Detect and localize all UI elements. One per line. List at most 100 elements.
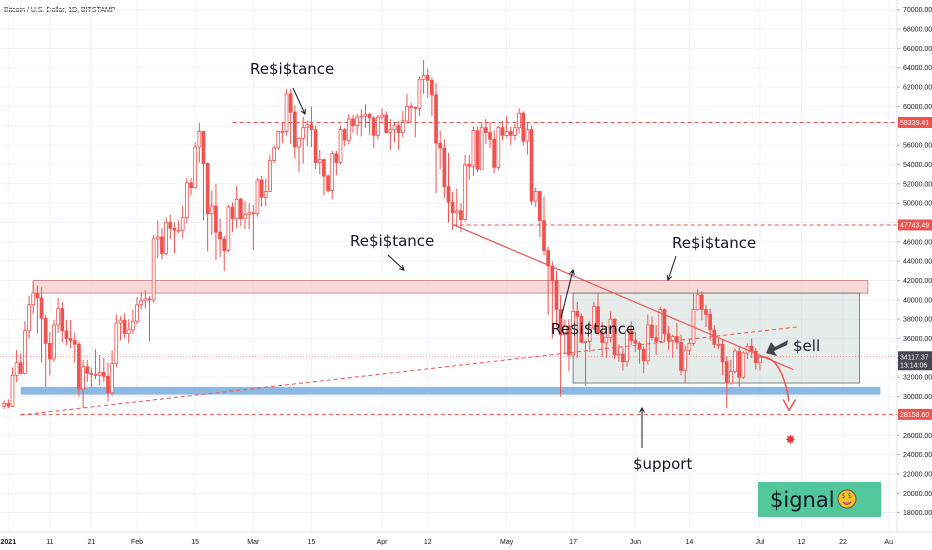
arrow-resistance-trendline — [560, 269, 574, 319]
candle-body — [542, 220, 546, 251]
ytick-label: 38000.00 — [903, 317, 932, 324]
candle-body — [139, 300, 144, 306]
candle-body — [654, 337, 658, 342]
candle-body — [151, 238, 156, 301]
candle-body — [575, 311, 580, 317]
candle-body — [475, 130, 480, 170]
candle-body — [749, 345, 754, 352]
candle-body — [708, 313, 712, 331]
candle-body — [97, 371, 102, 376]
resistance-zone — [32, 280, 869, 294]
current-price-countdown: 13:14:06 — [900, 362, 927, 369]
candle-body — [168, 222, 173, 229]
arrow-resistance-top — [292, 87, 306, 115]
lines-layer — [20, 121, 897, 416]
price-tag — [898, 116, 932, 128]
candle-body — [666, 333, 671, 341]
candle-body — [23, 330, 27, 374]
candle-body — [309, 124, 314, 131]
candle-body — [180, 217, 185, 231]
candle-body — [101, 371, 106, 377]
arrow-resistance-mid-head — [399, 265, 405, 271]
candle-body — [396, 125, 401, 133]
ytick-label: 70000.00 — [903, 7, 932, 14]
candle-body — [554, 280, 559, 310]
candle-body — [612, 318, 617, 356]
candle-body — [52, 324, 56, 360]
support-zone — [20, 386, 881, 395]
candle-body — [342, 129, 347, 141]
candle-body — [538, 191, 542, 221]
candle-body — [72, 340, 77, 345]
ytick-label: 56000.00 — [903, 143, 932, 150]
signal-badge — [758, 482, 881, 517]
candle-body — [155, 236, 160, 240]
arrow-support-head — [639, 406, 645, 413]
candle-body — [47, 342, 52, 360]
candle-body — [720, 343, 725, 363]
candle-body — [716, 343, 721, 346]
candle-body — [164, 222, 168, 254]
candle-body — [6, 402, 11, 407]
candle-body — [209, 205, 214, 215]
candle-body — [417, 78, 422, 109]
candle-body — [143, 298, 148, 302]
candle-body — [434, 94, 438, 144]
candle-body — [650, 324, 654, 338]
xtick-label: 14 — [685, 539, 693, 546]
candle-body — [18, 362, 23, 374]
candle-body — [587, 327, 592, 342]
x-axis[interactable] — [0, 531, 932, 550]
candle-body — [317, 159, 322, 163]
candle-body — [608, 318, 613, 338]
arrow-resistance-trendline-head — [569, 268, 575, 275]
candle-body — [471, 130, 476, 167]
ytick-label: 26000.00 — [903, 433, 932, 440]
price-tag-label: 28158.60 — [900, 412, 929, 419]
candle-body — [687, 342, 692, 351]
candle-body — [463, 164, 467, 220]
candle-body — [201, 131, 206, 164]
candle-body — [239, 198, 243, 220]
candle-body — [525, 129, 530, 142]
candle-body — [616, 353, 621, 356]
annotation-resistance-top: Re$i$tance — [250, 60, 334, 78]
projection-arrowhead — [782, 399, 797, 412]
candle-body — [2, 402, 7, 407]
candle-body — [504, 131, 509, 136]
x-axis-bg — [0, 532, 932, 550]
candle-body — [230, 206, 235, 220]
arrow-resistance-right-head — [666, 274, 673, 281]
xtick-label: Feb — [131, 539, 143, 546]
ytick-label: 20000.00 — [903, 491, 932, 498]
ytick-label: 66000.00 — [903, 46, 932, 53]
ytick-label: 42000.00 — [903, 278, 932, 285]
annotation-resistance-right: Re$i$tance — [672, 234, 756, 252]
candle-body — [288, 93, 293, 113]
candle-body — [334, 153, 339, 163]
candle-body — [413, 106, 418, 109]
candle-body — [645, 324, 650, 362]
candle-body — [322, 159, 326, 177]
candle-body — [89, 372, 94, 375]
candle-body — [388, 129, 393, 133]
candle-body — [567, 325, 571, 356]
candle-body — [160, 236, 164, 254]
candle-body — [106, 375, 110, 394]
candle-body — [126, 329, 131, 335]
candle-body — [301, 127, 306, 139]
candle-body — [699, 294, 704, 310]
candle-body — [313, 129, 318, 163]
candle-body — [172, 227, 177, 231]
ytick-label: 32000.00 — [903, 375, 932, 382]
candle-body — [14, 362, 19, 376]
candle-body — [670, 336, 675, 341]
candle-body — [77, 343, 81, 390]
candle-body — [272, 147, 276, 161]
candle-body — [43, 317, 48, 344]
y-axis[interactable] — [896, 0, 932, 532]
price-tag — [898, 408, 932, 420]
xtick-label: May — [500, 539, 514, 546]
candle-body — [197, 131, 202, 148]
xtick-label: 2021 — [1, 539, 17, 546]
